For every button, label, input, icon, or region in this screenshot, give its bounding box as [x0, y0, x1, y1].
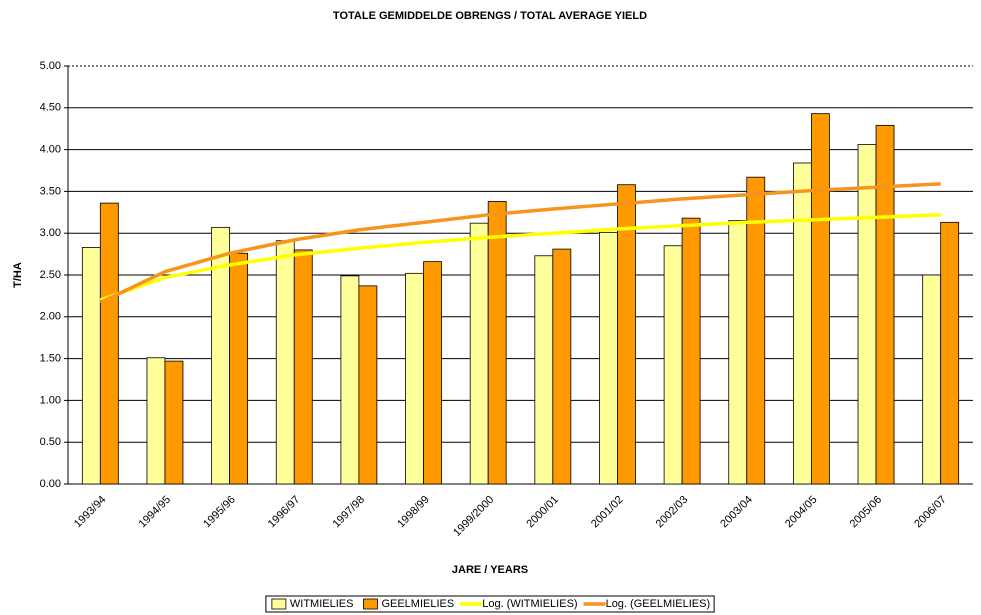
legend-swatch: [363, 598, 378, 610]
x-tick-label: 1995/96: [201, 494, 238, 531]
legend-swatch: [271, 598, 287, 610]
bar: [340, 275, 360, 485]
x-tick-label: 2000/01: [524, 494, 561, 531]
bar: [469, 222, 489, 485]
bar: [728, 220, 748, 485]
bar: [487, 201, 507, 485]
trend-line: [99, 182, 941, 305]
bar: [599, 231, 618, 485]
legend-label: WITMIELIES: [290, 598, 354, 610]
y-tick-label: 0.50: [40, 436, 61, 448]
y-axis-title: T/HA: [12, 262, 24, 288]
x-tick-label: 2005/06: [848, 494, 885, 531]
bar: [534, 255, 554, 485]
x-tick-label: 2002/03: [654, 494, 691, 531]
chart-title: TOTALE GEMIDDELDE OBRENGS / TOTAL AVERAG…: [333, 10, 647, 22]
x-tick-label: 1997/98: [330, 494, 367, 531]
x-tick-label: 2003/04: [718, 494, 755, 531]
trend-line: [99, 213, 941, 302]
legend: WITMIELIES GEELMIELIES Log. (WITMIELIES) Lo…: [265, 595, 715, 613]
bar: [857, 144, 877, 485]
bar: [940, 221, 960, 485]
bar: [358, 285, 378, 485]
bar: [552, 248, 572, 485]
bar: [746, 176, 766, 485]
bar: [405, 272, 424, 485]
bar: [617, 184, 636, 485]
bar: [146, 357, 166, 485]
x-tick-label: 1998/99: [395, 494, 432, 531]
x-tick-label: 1993/94: [72, 494, 109, 531]
bar: [810, 113, 830, 485]
y-tick-label: 1.50: [40, 353, 61, 365]
y-tick-label: 5.00: [40, 60, 61, 72]
x-tick-label: 1994/95: [137, 494, 174, 531]
bar: [275, 240, 295, 485]
y-tick-label: 2.50: [40, 269, 61, 281]
x-tick-label: 1996/97: [266, 494, 303, 531]
y-tick-label: 4.00: [40, 144, 61, 156]
bar: [293, 249, 313, 485]
legend-label: Log. (GEELMIELIES): [606, 598, 711, 610]
bar: [164, 360, 184, 485]
legend-box: [265, 595, 715, 613]
bar: [922, 274, 942, 485]
legend-label: GEELMIELIES: [381, 598, 454, 610]
bar: [792, 162, 812, 485]
y-tick-label: 1.00: [40, 394, 61, 406]
bar: [229, 252, 249, 485]
bar: [99, 202, 119, 485]
x-tick-label: 2006/07: [912, 494, 949, 531]
y-tick-label: 4.50: [40, 102, 61, 114]
bar: [81, 247, 101, 485]
y-tick-label: 3.00: [40, 227, 61, 239]
bar: [681, 217, 701, 485]
y-tick-label: 0.00: [40, 478, 61, 490]
x-tick-label: 2001/02: [589, 494, 626, 531]
x-axis-title: JARE / YEARS: [452, 564, 528, 576]
x-tick-label: 1999/2000: [451, 494, 496, 539]
bar: [423, 261, 442, 485]
bar: [663, 245, 683, 485]
x-tick-label: 2004/05: [783, 494, 820, 531]
bar: [875, 124, 895, 485]
legend-label: Log. (WITMIELIES): [482, 598, 577, 610]
y-tick-label: 2.00: [40, 311, 61, 323]
y-tick-label: 3.50: [40, 185, 61, 197]
